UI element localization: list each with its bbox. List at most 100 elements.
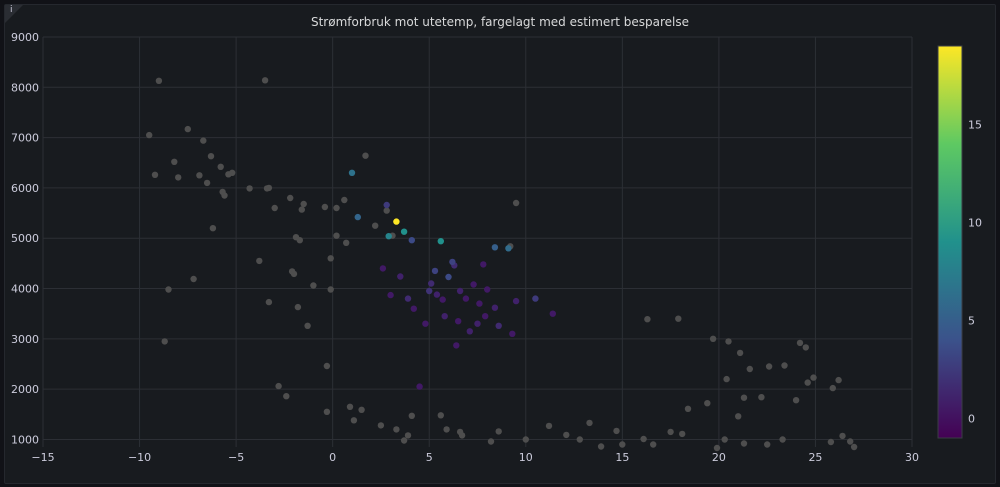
scatter-point [283, 393, 290, 400]
scatter-point [379, 265, 387, 272]
scatter-point [310, 282, 317, 289]
scatter-point [287, 194, 294, 202]
scatter-point [613, 427, 620, 435]
y-tick-label: 7000 [11, 132, 39, 145]
scatter-point [827, 438, 835, 446]
scatter-point [576, 436, 583, 443]
x-tick-label: −5 [228, 451, 244, 464]
colorbar-tick-label: 15 [968, 118, 982, 131]
colorbar-tick-label: 5 [968, 314, 975, 327]
chart-title: Strømforbruk mot utetemp, fargelagt med … [310, 15, 690, 29]
scatter-point [385, 233, 392, 240]
scatter-point [151, 171, 159, 178]
scatter-point [829, 384, 836, 392]
scatter-point [684, 405, 692, 412]
scatter-point [474, 320, 481, 327]
scatter-point [372, 222, 379, 229]
scatter-point [400, 437, 408, 444]
x-tick-label: 30 [905, 451, 919, 464]
scatter-point [400, 228, 408, 235]
scatter-point [410, 305, 417, 312]
scatter-point [835, 376, 842, 384]
scatter-point [746, 365, 753, 373]
scatter-point [458, 432, 466, 439]
scatter-point [341, 196, 348, 204]
scatter-point [796, 339, 804, 347]
x-tick-label: 5 [426, 451, 433, 464]
scatter-point [725, 338, 732, 345]
scatter-point [171, 158, 178, 165]
scatter-point [246, 185, 253, 192]
x-tick-label: 25 [808, 451, 822, 464]
scatter-point [839, 432, 846, 440]
scatter-point [810, 374, 817, 381]
scatter-point [333, 232, 340, 239]
scatter-point [597, 443, 605, 450]
chart-panel: i Strømforbruk mot utetemp, fargelagt me… [4, 4, 996, 484]
x-tick-label: −15 [31, 451, 54, 464]
scatter-point [491, 304, 499, 311]
scatter-point [426, 287, 433, 295]
colorbar-gradient [937, 45, 963, 439]
x-tick-label: 0 [329, 451, 336, 464]
scatter-point [300, 200, 307, 208]
scatter-point [422, 320, 429, 327]
scatter-point [350, 417, 358, 424]
scatter-point [470, 281, 477, 288]
scatter-point [196, 172, 203, 179]
scatter-point [203, 179, 211, 187]
scatter-point [802, 344, 809, 351]
scatter-point [404, 295, 412, 302]
y-tick-label: 6000 [11, 182, 39, 195]
scatter-point [758, 394, 765, 401]
scatter-point [619, 441, 626, 448]
scatter-point [484, 286, 491, 293]
scatter-point [298, 206, 305, 213]
scatter-point [512, 199, 520, 207]
scatter-point [348, 169, 356, 176]
scatter-point [343, 239, 350, 246]
scatter-point [437, 238, 444, 245]
x-tick-label: 20 [712, 451, 726, 464]
y-tick-label: 4000 [11, 283, 39, 296]
scatter-point [431, 267, 439, 275]
scatter-point [175, 174, 182, 181]
colorbar: 0 5 10 15 [937, 45, 982, 439]
x-tick-label: 10 [519, 451, 533, 464]
scatter-point [850, 443, 858, 451]
scatter-point [397, 273, 404, 280]
scatter-point [383, 207, 390, 214]
colorbar-tick-label: 10 [968, 216, 982, 229]
scatter-point [294, 303, 302, 311]
scatter-point [290, 270, 298, 278]
scatter-point [323, 408, 331, 415]
scatter-point [847, 438, 854, 445]
scatter-point [327, 255, 334, 262]
scatter-point [190, 275, 197, 283]
scatter-point [509, 330, 516, 337]
scatter-point [679, 430, 686, 438]
scatter-point [161, 338, 168, 345]
scatter-point [675, 315, 682, 322]
scatter-point [209, 225, 217, 232]
scatter-point [586, 419, 593, 427]
scatter-point [323, 362, 331, 370]
scatter-point [667, 428, 674, 436]
scatter-point [433, 291, 441, 298]
scatter-point [437, 412, 444, 419]
scatter-point [545, 422, 553, 430]
y-tick-label: 9000 [11, 31, 39, 44]
scatter-point [740, 440, 748, 447]
scatter-point [644, 316, 651, 323]
scatter-point [261, 77, 269, 84]
scatter-point [275, 382, 282, 390]
scatter-point [271, 204, 278, 212]
data-points [146, 77, 858, 452]
scatter-point [704, 400, 711, 407]
scatter-point [491, 244, 499, 251]
scatter-point [495, 322, 502, 329]
scatter-point [487, 438, 495, 445]
scatter-point [265, 298, 273, 306]
scatter-point [735, 413, 742, 420]
